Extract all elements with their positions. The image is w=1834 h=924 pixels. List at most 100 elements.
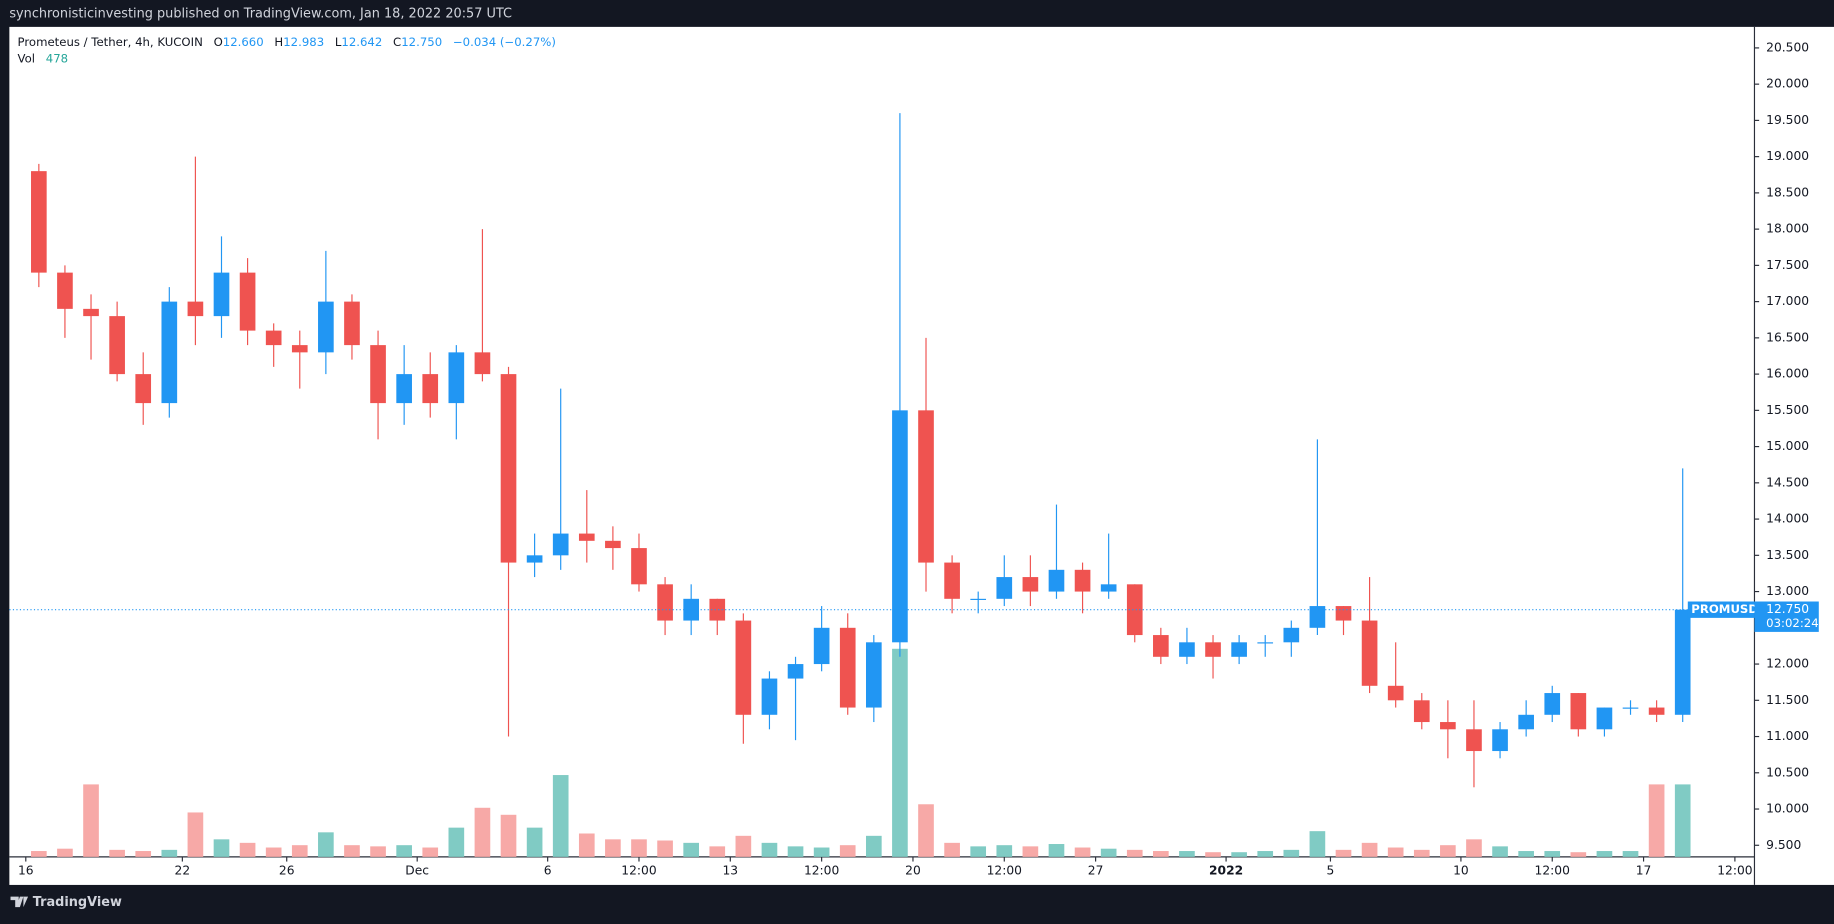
candle-body bbox=[213, 272, 230, 317]
candle-body bbox=[83, 308, 99, 317]
countdown: 03:02:24 bbox=[1766, 616, 1819, 630]
volume-bar bbox=[239, 842, 256, 857]
brand[interactable]: TradingView bbox=[33, 895, 122, 910]
volume-bar bbox=[552, 775, 569, 857]
volume-bar bbox=[83, 784, 99, 857]
candle-body bbox=[865, 642, 882, 708]
volume-bar bbox=[422, 847, 439, 857]
volume-bar bbox=[344, 845, 360, 857]
candle-body bbox=[370, 345, 386, 404]
x-tick-label: 16 bbox=[18, 863, 34, 877]
volume-bar bbox=[448, 827, 465, 857]
candle-body bbox=[918, 410, 934, 563]
candle-body bbox=[1492, 729, 1508, 752]
volume-bar bbox=[1179, 851, 1195, 857]
candle-body bbox=[709, 598, 726, 621]
y-tick-label: 14.000 bbox=[1766, 512, 1809, 526]
y-tick-label: 9.500 bbox=[1766, 838, 1801, 852]
y-tick-label: 20.500 bbox=[1766, 40, 1809, 54]
y-tick-label: 19.000 bbox=[1766, 149, 1809, 163]
candle-body bbox=[892, 410, 908, 643]
candle-body bbox=[1335, 606, 1352, 621]
candle-body bbox=[1361, 620, 1378, 686]
y-tick-label: 14.500 bbox=[1766, 475, 1809, 489]
volume-bar bbox=[291, 845, 308, 857]
candle-body bbox=[1466, 729, 1482, 752]
volume-bar bbox=[1440, 845, 1456, 857]
volume-bar bbox=[1022, 846, 1039, 857]
change: −0.034 (−0.27%) bbox=[453, 35, 556, 49]
vol-row: Vol 478 bbox=[18, 51, 69, 65]
volume-bar bbox=[657, 840, 673, 857]
candle-body bbox=[422, 374, 439, 404]
candle-body bbox=[787, 664, 804, 679]
volume-bar bbox=[1205, 852, 1221, 857]
y-tick-label: 18.500 bbox=[1766, 185, 1809, 199]
c-label: C bbox=[393, 35, 401, 49]
y-tick-label: 11.000 bbox=[1766, 729, 1809, 743]
volume-bar bbox=[474, 807, 491, 857]
y-tick-label: 20.000 bbox=[1766, 77, 1809, 91]
candle-body bbox=[1257, 642, 1274, 644]
volume-bar bbox=[161, 849, 178, 857]
x-tick-label: 5 bbox=[1327, 863, 1335, 877]
candle-body bbox=[1074, 569, 1091, 592]
x-tick-label: 12:00 bbox=[1535, 863, 1570, 877]
volume-bar bbox=[839, 845, 856, 857]
volume-bar bbox=[683, 842, 699, 857]
y-tick-label: 19.500 bbox=[1766, 113, 1809, 127]
y-tick-label: 13.000 bbox=[1766, 584, 1809, 598]
volume-bar bbox=[1153, 851, 1169, 857]
x-tick-label: 26 bbox=[279, 863, 295, 877]
x-tick-label: 12:00 bbox=[621, 863, 656, 877]
volume-bar bbox=[500, 814, 517, 857]
candle-body bbox=[578, 533, 595, 541]
volume-bar bbox=[1283, 849, 1300, 857]
volume-bar bbox=[1231, 852, 1247, 857]
y-tick-label: 15.000 bbox=[1766, 439, 1809, 453]
candle-body bbox=[1100, 584, 1117, 592]
y-tick-label: 15.500 bbox=[1766, 403, 1809, 417]
o-label: O bbox=[214, 35, 223, 49]
candle-body bbox=[1622, 707, 1639, 709]
legend-row: Prometeus / Tether, 4h, KUCOIN O12.660 H… bbox=[18, 35, 556, 49]
candle-body bbox=[1126, 584, 1143, 636]
candle-body bbox=[31, 171, 47, 273]
candle-body bbox=[500, 374, 517, 563]
y-tick-label: 17.500 bbox=[1766, 258, 1809, 272]
volume-bar bbox=[57, 848, 73, 857]
volume-bar bbox=[1466, 839, 1482, 857]
volume-bar bbox=[1648, 784, 1665, 857]
candle-body bbox=[1231, 642, 1247, 657]
vol-label: Vol bbox=[18, 51, 36, 65]
legend: Prometeus / Tether, 4h, KUCOIN O12.660 H… bbox=[18, 35, 556, 65]
candle-body bbox=[396, 374, 412, 404]
candle-body bbox=[1048, 569, 1065, 592]
candle-body bbox=[526, 555, 543, 563]
volume-bar bbox=[1361, 842, 1378, 857]
candle-body bbox=[631, 548, 647, 585]
volume-bar bbox=[944, 842, 960, 857]
x-tick-label: 20 bbox=[905, 863, 921, 877]
y-tick-label: 16.000 bbox=[1766, 367, 1809, 381]
volume-bar bbox=[1309, 831, 1326, 857]
x-tick-label: 12:00 bbox=[987, 863, 1022, 877]
footer-logo: TradingView bbox=[10, 895, 122, 910]
candle-body bbox=[1309, 606, 1326, 628]
x-tick-label: 12:00 bbox=[804, 863, 839, 877]
volume-bar bbox=[709, 846, 726, 857]
candle-body bbox=[1387, 685, 1404, 701]
candle-body bbox=[109, 316, 125, 375]
volume-bar bbox=[761, 842, 778, 857]
candle-body bbox=[57, 272, 73, 309]
volume-bar bbox=[109, 849, 125, 857]
x-tick-label: 2022 bbox=[1209, 863, 1243, 877]
candle-body bbox=[1544, 693, 1561, 715]
volume-bar bbox=[1570, 852, 1587, 857]
volume-bar bbox=[1492, 846, 1508, 857]
y-tick-label: 10.000 bbox=[1766, 802, 1809, 816]
volume-bar bbox=[187, 812, 204, 857]
volume-bar bbox=[865, 835, 882, 857]
candle-body bbox=[813, 627, 830, 665]
l-label: L bbox=[335, 35, 342, 49]
